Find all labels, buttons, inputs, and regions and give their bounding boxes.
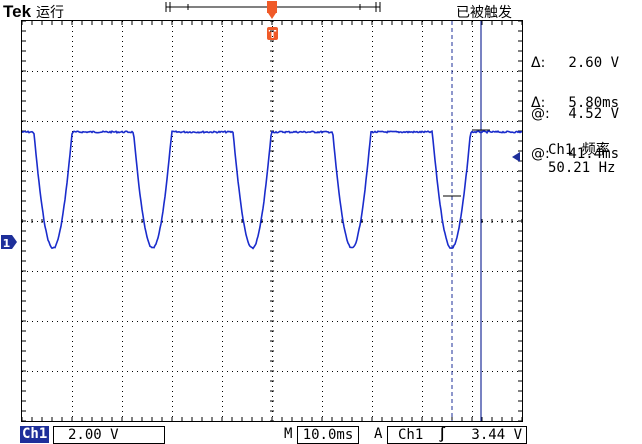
channel-label[interactable]: Ch1: [20, 426, 50, 443]
trigger-mode-label: A: [374, 426, 383, 442]
measurement-label: Ch1 频率: [548, 142, 610, 158]
measurement-value: 50.21 Hz: [548, 160, 616, 176]
run-state-label: 运行: [36, 5, 64, 21]
at-icon: @:: [531, 146, 550, 162]
graticule-grid: [21, 20, 523, 422]
timebase-value[interactable]: 10.0ms: [297, 426, 359, 444]
ch1-ground-marker[interactable]: 1: [1, 235, 17, 250]
trigger-marker-label: T: [269, 28, 277, 41]
at-icon: @:: [531, 106, 550, 122]
trigger-position-icon[interactable]: T: [267, 1, 278, 41]
time-at-value: 41.4ms: [568, 146, 619, 162]
status-bar: Ch1 2.00 V M 10.0ms A Ch1 ∫ 3.44 V: [0, 426, 642, 444]
voltage-delta-value: 2.60 V: [568, 55, 619, 71]
trigger-status-label: 已被触发: [456, 5, 512, 21]
voltage-at-value: 4.52 V: [568, 106, 619, 122]
trigger-level-value: 3.44 V: [471, 427, 522, 443]
timebase-prefix: M: [284, 426, 293, 442]
time-cursor-readout: Δ: 5.80ms @: 41.4ms: [531, 61, 619, 180]
trigger-info[interactable]: Ch1 ∫ 3.44 V: [387, 426, 527, 444]
trigger-slope-icon: ∫: [438, 427, 447, 443]
brand-logo: Tek: [3, 2, 32, 21]
ch1-marker-label: 1: [3, 237, 11, 250]
time-delta-value: 5.80ms: [568, 95, 619, 111]
delta-icon: Δ:: [531, 55, 546, 71]
delta-icon: Δ:: [531, 95, 546, 111]
voltage-cursor-readout: Δ: 2.60 V @: 4.52 V: [531, 21, 619, 140]
ch1-waveform: [21, 129, 523, 250]
frequency-measurement: Ch1 频率 50.21 Hz: [548, 141, 615, 177]
volts-per-div[interactable]: 2.00 V: [53, 426, 165, 444]
trigger-source: Ch1: [398, 427, 424, 443]
trigger-level-icon[interactable]: [512, 152, 520, 162]
